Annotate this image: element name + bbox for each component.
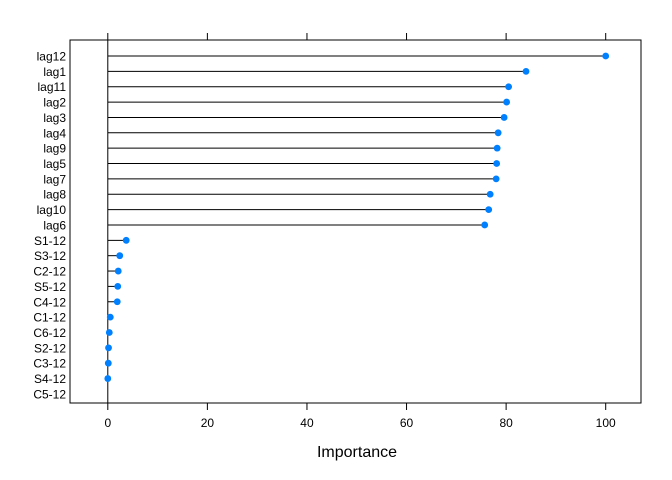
y-tick-label: lag9 — [43, 142, 66, 156]
y-tick-label: lag3 — [43, 111, 66, 125]
importance-point — [522, 67, 530, 75]
importance-point — [114, 283, 122, 290]
y-tick-label: S2-12 — [34, 341, 66, 355]
importance-point — [485, 206, 493, 214]
importance-point — [114, 267, 122, 275]
y-tick-label: C1-12 — [33, 311, 66, 325]
importance-point — [602, 52, 610, 60]
x-tick-label: 80 — [499, 416, 513, 430]
y-tick-label: S3-12 — [34, 249, 66, 263]
y-tick-label: lag8 — [43, 188, 66, 202]
importance-point — [500, 114, 508, 121]
x-axis-label: Importance — [317, 444, 397, 461]
importance-point — [503, 98, 511, 106]
importance-point — [493, 160, 501, 167]
plot-frame — [69, 39, 642, 404]
importance-point — [492, 175, 500, 183]
y-tick-label: lag7 — [43, 172, 66, 186]
y-tick-label: C3-12 — [33, 357, 66, 371]
importance-point — [493, 144, 501, 152]
y-tick-label: C5-12 — [33, 387, 66, 401]
x-tick-label: 60 — [400, 416, 414, 430]
importance-point — [113, 298, 121, 306]
y-tick-label: lag1 — [43, 65, 66, 79]
importance-point — [105, 329, 113, 336]
y-tick-label: C6-12 — [33, 326, 66, 340]
importance-point — [106, 313, 114, 321]
importance-point — [486, 190, 494, 198]
importance-point — [104, 375, 112, 382]
x-tick-label: 100 — [596, 416, 616, 430]
y-tick-label: lag5 — [43, 157, 66, 171]
y-tick-label: C2-12 — [33, 265, 66, 279]
x-tick-label: 20 — [201, 416, 215, 430]
x-tick-label: 0 — [104, 416, 111, 430]
y-tick-label: lag11 — [38, 80, 67, 94]
x-tick-label: 40 — [300, 416, 314, 430]
y-tick-label: lag12 — [37, 50, 67, 64]
y-tick-label: lag4 — [43, 126, 66, 140]
importance-point — [122, 236, 130, 244]
y-tick-label: lag6 — [43, 218, 66, 232]
importance-point — [116, 252, 124, 260]
y-tick-label: C4-12 — [33, 295, 66, 309]
y-tick-label: lag10 — [37, 203, 67, 217]
importance-point — [494, 129, 502, 137]
y-tick-label: S1-12 — [34, 234, 66, 248]
importance-point — [505, 83, 513, 91]
importance-point — [481, 221, 489, 229]
importance-point — [105, 344, 112, 352]
y-tick-label: S4-12 — [34, 372, 66, 386]
y-tick-label: lag2 — [43, 96, 66, 110]
importance-point — [104, 359, 112, 367]
y-tick-label: S5-12 — [34, 280, 66, 294]
